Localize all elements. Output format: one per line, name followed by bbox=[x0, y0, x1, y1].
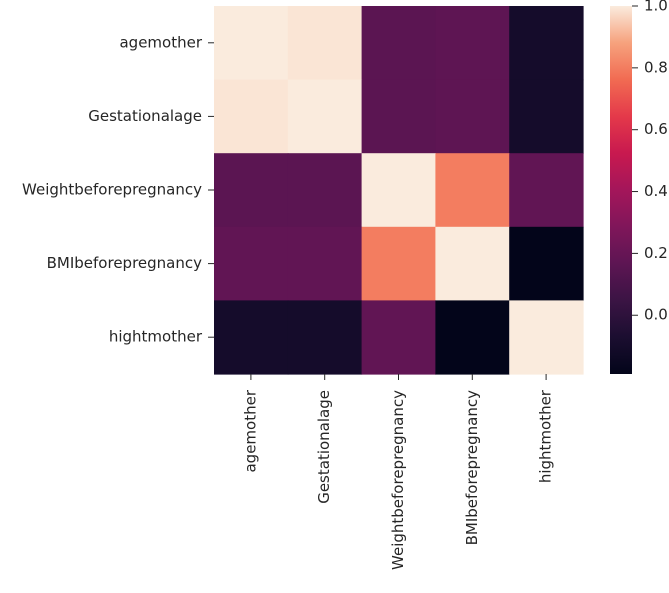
heatmap-cell bbox=[287, 153, 363, 228]
colorbar-tick-label: 0.2 bbox=[644, 244, 668, 262]
y-tick-label: Gestationalage bbox=[88, 107, 202, 125]
y-tick-label: agemother bbox=[119, 33, 202, 51]
x-axis-tick-labels: agemother Gestationalage Weightbeforepregn… bbox=[241, 374, 555, 570]
heatmap-cell bbox=[435, 300, 510, 375]
x-tick-label: BMIbeforepregnancy bbox=[463, 390, 481, 545]
colorbar-tick-label: 0.0 bbox=[644, 306, 668, 324]
x-tick-label: Gestationalage bbox=[315, 390, 333, 504]
y-axis-tick-labels: agemother Gestationalage Weightbeforepregn… bbox=[22, 33, 214, 346]
heatmap-cell bbox=[435, 226, 510, 301]
heatmap-cell bbox=[509, 153, 584, 228]
heatmap-cell bbox=[509, 226, 584, 301]
heatmap-cell bbox=[287, 79, 363, 154]
heatmap-cell bbox=[361, 79, 436, 154]
heatmap-cell bbox=[214, 79, 289, 154]
heatmap-cell bbox=[361, 226, 436, 301]
heatmap-cell bbox=[509, 6, 584, 81]
heatmap-cell bbox=[435, 153, 510, 228]
heatmap-cell bbox=[214, 226, 289, 301]
heatmap-cell bbox=[509, 79, 584, 154]
y-tick-label: Weightbeforepregnancy bbox=[22, 181, 202, 199]
heatmap-cell bbox=[214, 6, 289, 81]
colorbar-tick-label: 0.6 bbox=[644, 120, 668, 138]
heatmap-cell bbox=[214, 153, 289, 228]
heatmap-cell bbox=[287, 226, 363, 301]
heatmap-cell bbox=[361, 153, 436, 228]
colorbar bbox=[610, 6, 632, 374]
colorbar-ticks: 1.0 0.8 0.6 0.4 0.2 0.0 bbox=[632, 0, 668, 324]
heatmap-cell bbox=[287, 300, 363, 375]
heatmap-cell bbox=[435, 6, 510, 81]
heatmap-cells bbox=[214, 6, 584, 375]
heatmap-cell bbox=[361, 300, 436, 375]
heatmap-cell bbox=[214, 300, 289, 375]
y-tick-label: BMIbeforepregnancy bbox=[47, 254, 202, 272]
x-tick-label: hightmother bbox=[537, 389, 555, 483]
colorbar-tick-label: 0.4 bbox=[644, 182, 668, 200]
heatmap-cell bbox=[509, 300, 584, 375]
x-tick-label: agemother bbox=[241, 389, 259, 472]
heatmap-cell bbox=[435, 79, 510, 154]
heatmap-cell bbox=[287, 6, 363, 81]
y-tick-label: hightmother bbox=[109, 328, 203, 346]
heatmap-cell bbox=[361, 6, 436, 81]
colorbar-tick-label: 1.0 bbox=[644, 0, 668, 15]
x-tick-label: Weightbeforepregnancy bbox=[389, 390, 407, 570]
colorbar-tick-label: 0.8 bbox=[644, 58, 668, 76]
